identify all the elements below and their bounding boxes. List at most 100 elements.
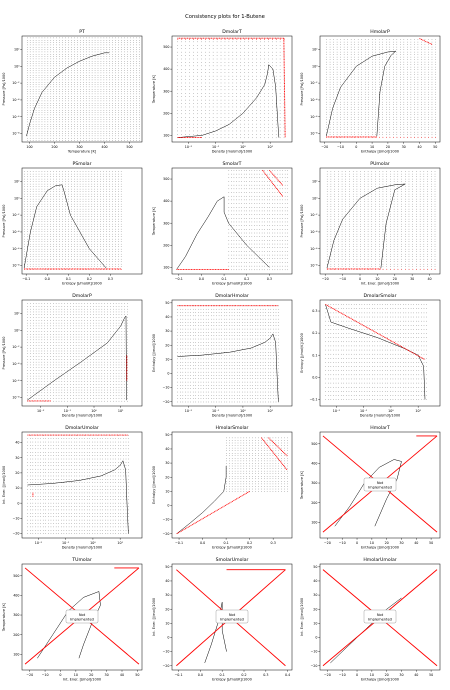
failed-segment-1 [283,38,286,138]
failed-point [272,39,273,41]
failed-point [232,39,234,41]
x-axis-label: Temperature [K] [67,150,97,154]
failed-point [264,39,265,41]
failed-point [336,136,338,138]
failed-point [372,136,373,138]
failed-point [375,136,377,138]
failed-point [414,136,415,138]
failed-point [424,136,426,138]
axes-frame [319,35,441,143]
chart-panel-pt: PT 100 200 300 400 500 10⁻⁸ 10⁻⁶ 10⁻⁴ 10⁻² 10⁰ 10² T… [2,29,143,154]
y-tick-label: 100 [163,133,169,137]
failed-point [428,136,429,138]
failed-point [379,136,380,138]
x-tick-label: 10⁻² [185,145,193,149]
failed-point [389,136,391,138]
figure-title: Consistency plots for 1-Butene [185,14,265,20]
failed-point [410,136,412,138]
plot-area [23,171,122,270]
x-tick-label: 50 [433,145,437,149]
y-tick-label: 10⁻⁴ [12,98,20,102]
chart-panel-dmolart: DmolarT 10⁻² 10⁻¹ 10⁰ 10¹ 100 200 300 400 500 Dens… [152,29,293,154]
failed-point [248,39,250,41]
y-tick-label: 10⁻⁴ [310,98,318,102]
y-tick-label: 10⁻⁶ [310,115,318,119]
failed-point [208,39,210,41]
axes-frame [21,35,143,143]
failed-point [244,39,246,41]
x-tick-label: 200 [51,145,57,149]
failed-point [279,39,281,41]
failed-point [224,39,226,41]
failed-point [421,136,422,138]
y-axis-label: Pressure [Pa]/1000 [2,73,6,106]
x-tick-label: 500 [126,145,132,149]
x-tick-label: 400 [101,145,107,149]
failed-point [435,136,436,138]
y-tick-label: 200 [163,111,169,115]
sample-points [24,171,122,270]
failed-point [382,136,384,138]
failed-point [417,136,419,138]
failed-point [228,39,230,41]
failed-point [177,39,179,41]
failed-point [252,39,254,41]
plot-area [326,38,436,138]
y-tick-label: 300 [163,89,169,93]
y-axis-label: Pressure [Pa]/1000 [300,73,304,106]
y-tick-label: 10⁻⁶ [12,115,20,119]
plot-area [177,37,286,139]
x-tick-label: −20 [321,145,328,149]
x-tick-label: 10⁰ [240,145,246,149]
panel-title: DmolarT [222,29,242,35]
failed-point [357,136,359,138]
failed-point [256,39,257,41]
y-tick-label: 10⁻⁸ [12,132,20,136]
failed-point [181,39,183,41]
failed-point [400,136,401,138]
y-tick-label: 10⁻⁸ [310,132,318,136]
failed-segment-1 [419,38,433,45]
failed-point [268,39,269,41]
failed-point [201,39,202,41]
panel-title: PSmolar [73,161,92,167]
failed-point [205,39,206,41]
failed-point [431,136,433,138]
axes-frame [171,35,293,143]
failed-point [185,39,187,41]
failed-point [236,39,238,41]
x-tick-label: 10¹ [267,145,273,149]
failed-point [220,39,222,41]
failed-point [197,39,198,41]
failed-point [396,136,398,138]
y-tick-label: 10² [14,48,20,52]
y-tick-label: 10² [312,48,318,52]
failed-point [407,136,408,138]
failed-points [177,39,285,41]
sample-points [326,39,436,138]
y-tick-label: 400 [163,67,169,71]
y-tick-label: 10⁰ [312,64,318,68]
plot-area [26,37,140,141]
failed-point [193,39,194,41]
y-axis-label: Temperature [K] [152,74,156,104]
sample-points [27,37,140,141]
chart-panel-psmolar: PSmolar−0.1 0.0 0.1 0.2 0.310⁻⁸10⁻⁶10⁻⁴10⁻²1… [2,161,143,286]
y-tick-label: 10⁻² [310,81,318,85]
x-tick-label: 10 [370,145,374,149]
y-tick-label: 10⁰ [14,64,20,68]
x-tick-label: 30 [402,145,406,149]
x-tick-label: −10 [337,145,344,149]
panel-title: HmolarP [370,29,390,35]
x-axis-label: Density [mol/m3]/1000 [212,150,253,154]
failed-point [354,136,356,138]
failed-point [189,39,190,41]
saturation-curve-0 [26,52,110,137]
failed-point [260,39,261,41]
saturation-curve-0 [177,64,280,138]
failed-point [240,39,242,41]
y-tick-label: 10⁻² [12,81,20,85]
failed-point [386,136,387,138]
x-axis-label: Enthalpy [J/mol]/1000 [361,150,399,154]
